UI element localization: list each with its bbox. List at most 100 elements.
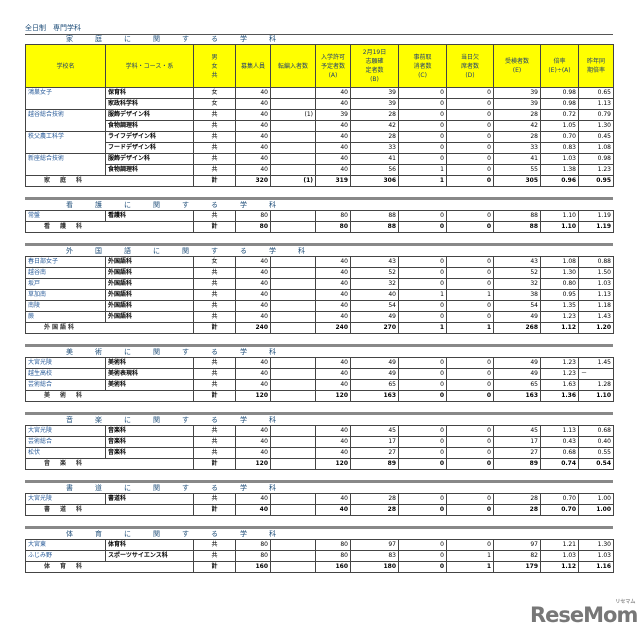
- total-value: 0: [446, 221, 494, 233]
- cancel-count-c: 0: [398, 98, 447, 110]
- ratio: 0.72: [540, 109, 579, 121]
- department: 美術科: [105, 357, 194, 369]
- transfer-count: [270, 550, 316, 562]
- school-name: [25, 120, 106, 132]
- cancel-count-c: 0: [398, 120, 447, 132]
- ratio: 1.03: [540, 550, 579, 562]
- section-title-char: 関: [153, 35, 160, 43]
- transfer-count: [270, 131, 316, 143]
- document: 全日制 専門学科 家庭に関する学科学校名 学科・コース・系男 女 共募集人員 転編入…: [25, 24, 614, 583]
- prev-ratio: 0.98: [578, 153, 614, 165]
- total-value: 120: [235, 390, 271, 402]
- total-value: 1.20: [578, 322, 614, 334]
- total-value: 0: [398, 458, 447, 470]
- section-title-char: 護: [95, 201, 102, 209]
- admit-count-a: 40: [315, 436, 351, 448]
- applicant-count-b: 28: [350, 493, 399, 505]
- cancel-count-c: 0: [398, 368, 447, 380]
- total-value: 160: [235, 561, 271, 573]
- transfer-count: [270, 379, 316, 391]
- section-title-char: 学: [269, 247, 276, 255]
- absent-count-d: 0: [446, 210, 494, 222]
- ratio: 1.08: [540, 256, 579, 268]
- school-name: 大宮光陵: [25, 425, 106, 437]
- transfer-count: [270, 300, 316, 312]
- recruit-count: 40: [235, 300, 271, 312]
- section-title-char: 学: [240, 35, 247, 43]
- ratio: 1.35: [540, 300, 579, 312]
- total-value: 0: [398, 390, 447, 402]
- section-title-char: る: [211, 35, 218, 43]
- transfer-count: [270, 436, 316, 448]
- total-value: 0: [446, 504, 494, 516]
- examinee-count-e: 45: [493, 425, 541, 437]
- recruit-count: 40: [235, 368, 271, 380]
- examinee-count-e: 82: [493, 550, 541, 562]
- total-value: 1.10: [540, 221, 579, 233]
- section-title-char: に: [124, 416, 131, 424]
- absent-count-d: 0: [446, 436, 494, 448]
- transfer-count: [270, 87, 316, 99]
- table-row: 秩父農工科学 ライフデザイン科共 40 40 28 0 0 28 0.70 0.45: [25, 131, 614, 143]
- section-title: 看護に関する学科: [25, 201, 613, 210]
- gender: 女: [193, 98, 236, 110]
- admit-count-a: 40: [315, 357, 351, 369]
- section-title-char: す: [211, 247, 218, 255]
- ratio: 1.63: [540, 379, 579, 391]
- total-row: 音 楽 科計 120 120 89 0 0 89 0.74 0.54: [25, 458, 614, 470]
- table-row: ふじみ野 スポーツサイエンス科共 80 80 83 0 1 82 1.03 1.03: [25, 550, 614, 562]
- school-name: 芸術総合: [25, 379, 106, 391]
- admit-count-a: 40: [315, 87, 351, 99]
- school-name: 大宮光陵: [25, 493, 106, 505]
- section-title-char: 関: [153, 484, 160, 492]
- section-title-char: 学: [240, 484, 247, 492]
- section-title-char: に: [124, 484, 131, 492]
- cancel-count-c: 0: [398, 539, 447, 551]
- total-value: 268: [493, 322, 541, 334]
- department: 看護科: [105, 210, 194, 222]
- section-title-char: 関: [153, 348, 160, 356]
- recruit-count: 80: [235, 550, 271, 562]
- ratio: 1.23: [540, 311, 579, 323]
- cancel-count-c: 0: [398, 142, 447, 154]
- applicant-count-b: 83: [350, 550, 399, 562]
- recruit-count: 40: [235, 447, 271, 459]
- total-value: 0: [398, 221, 447, 233]
- prev-ratio: 0.65: [578, 87, 614, 99]
- examinee-count-e: 97: [493, 539, 541, 551]
- cancel-count-c: 0: [398, 379, 447, 391]
- total-value: 0.54: [578, 458, 614, 470]
- gender: 共: [193, 436, 236, 448]
- section-title-char: 科: [269, 484, 276, 492]
- transfer-count: [270, 539, 316, 551]
- examinee-count-e: 41: [493, 153, 541, 165]
- transfer-count: [270, 153, 316, 165]
- recruit-count: 40: [235, 436, 271, 448]
- applicant-count-b: 49: [350, 357, 399, 369]
- prev-ratio: 1.28: [578, 379, 614, 391]
- document-title: 全日制 専門学科: [25, 24, 613, 35]
- transfer-count: [270, 256, 316, 268]
- recruit-count: 40: [235, 120, 271, 132]
- prev-ratio: 1.13: [578, 289, 614, 301]
- section-title-char: 学: [240, 201, 247, 209]
- section-title-char: す: [182, 35, 189, 43]
- table-row: 家政科学科女 40 40 39 0 0 39 0.98 1.13: [25, 98, 614, 110]
- transfer-count: [270, 267, 316, 279]
- school-name: 蕨: [25, 311, 106, 323]
- absent-count-d: 0: [446, 153, 494, 165]
- prev-ratio: 1.03: [578, 550, 614, 562]
- transfer-count: [270, 447, 316, 459]
- recruit-count: 80: [235, 539, 271, 551]
- gender: 共: [193, 379, 236, 391]
- transfer-count: [270, 493, 316, 505]
- admit-count-a: 80: [315, 550, 351, 562]
- recruit-count: 40: [235, 131, 271, 143]
- gender: 共: [193, 311, 236, 323]
- admit-count-a: 40: [315, 164, 351, 176]
- school-name: 大宮東: [25, 539, 106, 551]
- department: 服飾デザイン科: [105, 109, 194, 121]
- total-row: 家 庭 科計 320 (1) 319 306 1 0 305 0.96 0.95: [25, 175, 614, 187]
- transfer-count: [270, 425, 316, 437]
- total-value: 1.19: [578, 221, 614, 233]
